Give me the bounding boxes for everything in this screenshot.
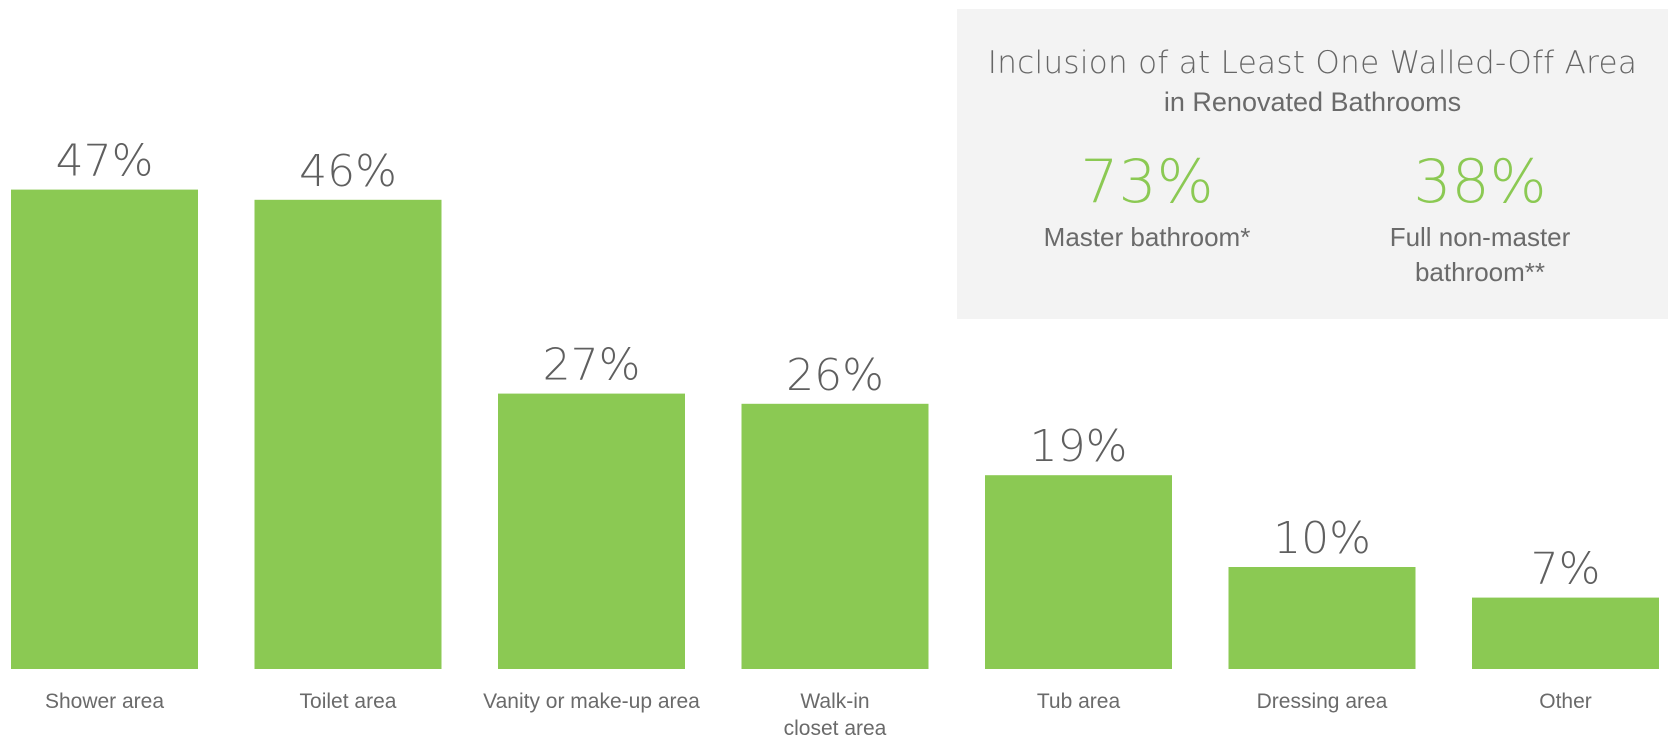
category-label: Dressing area xyxy=(1257,690,1388,713)
category-label: Walk-in closet area xyxy=(784,690,887,737)
bar-dressing-area xyxy=(1228,567,1416,669)
bar-other xyxy=(1472,597,1659,669)
bar-value-label: 46% xyxy=(299,146,397,197)
stat-value: 38% xyxy=(1413,147,1547,217)
summary-panel: Inclusion of at Least One Walled-Off Are… xyxy=(957,9,1668,319)
bar-value-label: 26% xyxy=(786,350,884,401)
bar-value-label: 7% xyxy=(1531,544,1601,595)
category-label: Vanity or make-up area xyxy=(483,690,700,713)
bar-value-label: 19% xyxy=(1030,421,1128,472)
bar-vanity-or-make-up-area xyxy=(498,393,685,669)
stat-non-master-bathroom: 38% Full non-master bathroom** xyxy=(1330,151,1630,290)
bar-shower-area xyxy=(11,189,198,669)
stat-master-bathroom: 73% Master bathroom* xyxy=(997,151,1297,255)
panel-title: Inclusion of at Least One Walled-Off Are… xyxy=(987,45,1638,81)
category-label: Shower area xyxy=(45,690,164,713)
bar-value-label: 27% xyxy=(543,340,641,391)
stat-label: Master bathroom* xyxy=(1043,222,1251,252)
panel-subtitle: in Renovated Bathrooms xyxy=(1163,87,1462,117)
category-label: Tub area xyxy=(1037,690,1121,713)
stat-value: 73% xyxy=(1080,147,1214,217)
bar-tub-area xyxy=(985,475,1172,669)
bar-value-label: 47% xyxy=(56,136,154,187)
bar-walk-in-closet-area xyxy=(741,403,929,669)
bar-value-label: 10% xyxy=(1273,513,1371,564)
bar-toilet-area xyxy=(254,199,442,670)
category-label: Other xyxy=(1539,690,1592,713)
stat-label: Full non-master bathroom** xyxy=(1389,222,1571,288)
category-label: Toilet area xyxy=(300,690,397,713)
